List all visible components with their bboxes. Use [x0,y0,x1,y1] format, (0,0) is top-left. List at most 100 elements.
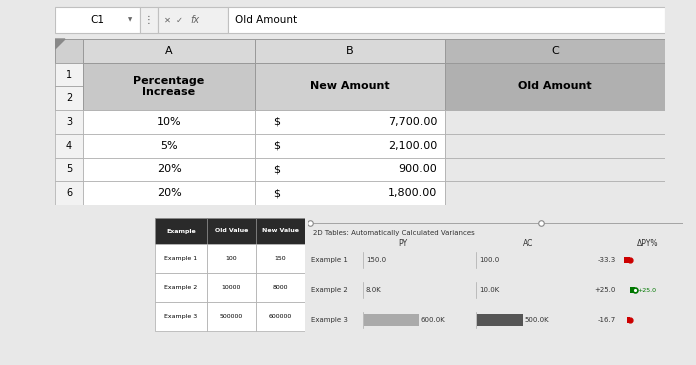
Bar [364,314,418,326]
Bar [445,158,665,181]
Bar [83,134,255,158]
Text: 100.0: 100.0 [479,257,499,263]
Text: Example 1: Example 1 [164,256,198,261]
Text: -33.3: -33.3 [598,257,616,263]
Text: ✓: ✓ [175,15,182,24]
Text: 7,700.00: 7,700.00 [388,117,437,127]
Bar [155,273,207,302]
Bar [55,87,83,110]
Text: 900.00: 900.00 [398,164,437,174]
Text: 500.0K: 500.0K [525,317,549,323]
Text: Old Amount: Old Amount [519,81,592,91]
Text: 5%: 5% [160,141,177,151]
Bar [256,218,305,244]
Bar [445,63,665,110]
Text: Example 2: Example 2 [164,285,198,290]
Text: 8000: 8000 [273,285,288,290]
Bar [445,181,665,205]
Bar [55,158,83,181]
Bar [55,181,83,205]
Text: +25.0: +25.0 [638,288,656,292]
Bar [255,181,445,205]
Text: Old Amount: Old Amount [235,15,297,25]
Text: 2,100.00: 2,100.00 [388,141,437,151]
Text: $: $ [274,188,280,198]
Text: AC: AC [523,238,533,247]
Bar [55,110,83,134]
Text: ✕: ✕ [164,15,171,24]
Text: 150.0: 150.0 [366,257,386,263]
Bar [256,273,305,302]
Text: 1: 1 [66,70,72,80]
Text: $: $ [274,141,280,151]
Text: 4: 4 [66,141,72,151]
Bar [83,181,255,205]
Text: PY: PY [398,238,408,247]
Bar [207,302,256,331]
Text: Example: Example [166,228,196,234]
Bar [627,317,630,323]
Text: Example 3: Example 3 [311,317,348,323]
Text: 10.0K: 10.0K [479,287,499,293]
Text: Percentage
Increase: Percentage Increase [134,76,205,97]
Text: 20%: 20% [157,164,182,174]
Text: 150: 150 [275,256,286,261]
Text: 600.0K: 600.0K [420,317,445,323]
Bar [83,39,255,63]
Bar [255,39,445,63]
Bar [445,134,665,158]
Text: $: $ [274,117,280,127]
Bar [55,39,83,63]
Text: 6: 6 [66,188,72,198]
Text: ⋮: ⋮ [144,15,154,25]
Bar [228,7,665,33]
Bar [55,7,140,33]
Bar [256,244,305,273]
Text: 3: 3 [66,117,72,127]
Text: Old Value: Old Value [215,228,248,234]
Bar [83,63,255,110]
Bar [140,7,158,33]
Polygon shape [55,39,65,49]
Text: 1,800.00: 1,800.00 [388,188,437,198]
Text: 500000: 500000 [220,314,243,319]
Bar [55,63,83,87]
Bar [158,7,228,33]
Bar [83,158,255,181]
Text: A: A [165,46,173,56]
Text: C: C [551,46,559,56]
Text: 20%: 20% [157,188,182,198]
Text: Example 1: Example 1 [311,257,348,263]
Bar [83,110,255,134]
Bar [630,287,635,293]
Bar [207,244,256,273]
Text: New Value: New Value [262,228,299,234]
Text: 8.0K: 8.0K [366,287,381,293]
Bar [445,39,665,63]
Text: +25.0: +25.0 [594,287,616,293]
Bar [445,110,665,134]
Text: ΔPY%: ΔPY% [638,238,658,247]
Bar [255,110,445,134]
Bar [55,134,83,158]
Text: ▼: ▼ [128,18,132,23]
Text: $: $ [274,164,280,174]
Bar [207,273,256,302]
Bar [256,302,305,331]
Text: 2D Tables: Automatically Calculated Variances: 2D Tables: Automatically Calculated Vari… [313,230,475,236]
Bar [477,314,523,326]
Text: New Amount: New Amount [310,81,390,91]
Text: Example 3: Example 3 [164,314,198,319]
Bar [155,218,207,244]
Text: 5: 5 [66,164,72,174]
Text: fx: fx [191,15,200,25]
Bar [624,257,630,263]
Bar [255,134,445,158]
Text: 2: 2 [66,93,72,103]
Text: C1: C1 [90,15,104,25]
Text: Example 2: Example 2 [311,287,348,293]
Bar [155,302,207,331]
Text: B: B [346,46,354,56]
Text: 10000: 10000 [222,285,242,290]
Text: 100: 100 [226,256,237,261]
